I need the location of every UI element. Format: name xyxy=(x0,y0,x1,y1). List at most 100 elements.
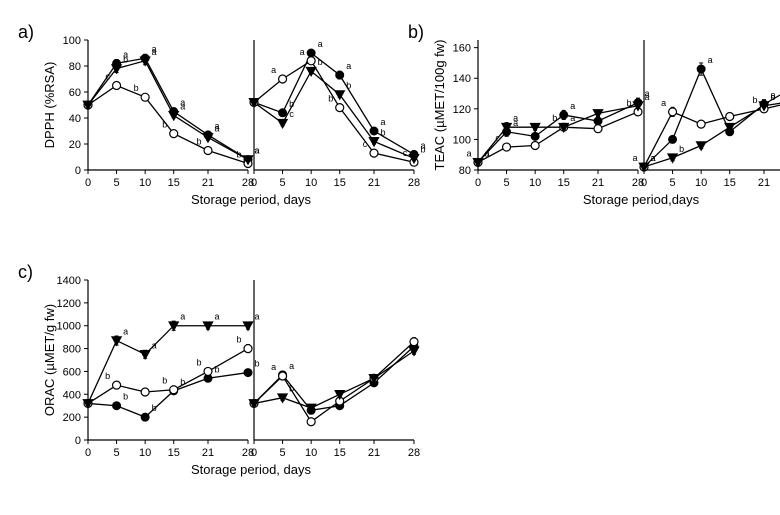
y-axis-label: DPPH (%RSA) xyxy=(42,62,57,149)
marker-triangle xyxy=(593,110,603,119)
significance-letter: a xyxy=(644,92,649,102)
significance-letter: a xyxy=(214,312,219,322)
significance-letter: a xyxy=(271,362,276,372)
y-axis-label: ORAC (µMET/g fw) xyxy=(42,304,57,416)
panel-a-label: a) xyxy=(18,22,34,43)
x-axis-label: Storage period, days xyxy=(191,462,311,477)
axis-frame xyxy=(254,280,414,440)
significance-letter: a xyxy=(650,153,655,163)
significance-letter: b xyxy=(770,92,775,102)
x-tick-label: 10 xyxy=(305,177,317,189)
marker-open-circle xyxy=(279,75,287,83)
series-group: a a b xyxy=(249,338,419,426)
series-line-filled-circle xyxy=(254,346,414,410)
marker-filled-circle xyxy=(370,127,378,135)
marker-open-circle xyxy=(279,372,287,380)
significance-letter: b xyxy=(552,113,557,123)
marker-open-circle xyxy=(307,57,315,65)
marker-filled-circle xyxy=(141,413,149,421)
y-tick-label: 80 xyxy=(69,61,81,73)
significance-letter: b xyxy=(289,99,294,109)
significance-letter: b xyxy=(105,371,110,381)
series-group: aaaaacbbbbbaaaa xyxy=(83,44,259,167)
y-tick-label: 200 xyxy=(63,412,81,424)
y-tick-label: 140 xyxy=(453,73,471,85)
marker-triangle xyxy=(696,142,706,151)
marker-open-circle xyxy=(204,367,212,375)
marker-filled-circle xyxy=(244,369,252,377)
y-tick-label: 20 xyxy=(69,139,81,151)
x-tick-label: 0 xyxy=(641,177,647,189)
x-tick-label: 21 xyxy=(592,177,604,189)
significance-letter: a xyxy=(214,124,219,134)
x-tick-label: 5 xyxy=(280,177,286,189)
x-tick-label: 10 xyxy=(695,177,707,189)
significance-letter: a xyxy=(254,312,259,322)
significance-letter: a xyxy=(466,148,471,158)
x-tick-label: 10 xyxy=(305,447,317,459)
series-group: bbbbbbbbbaaaaa xyxy=(83,312,259,421)
significance-letter: b xyxy=(346,81,351,91)
marker-filled-circle xyxy=(697,65,705,73)
marker-open-circle xyxy=(726,112,734,120)
significance-letter: a xyxy=(632,153,637,163)
significance-letter: a xyxy=(708,55,713,65)
marker-triangle xyxy=(203,134,213,143)
y-tick-label: 80 xyxy=(459,165,471,177)
marker-open-circle xyxy=(410,338,418,346)
series-line-filled-circle xyxy=(88,373,248,418)
significance-letter: b xyxy=(196,357,201,367)
x-tick-label: 21 xyxy=(368,447,380,459)
marker-triangle xyxy=(409,347,419,356)
significance-letter: a xyxy=(152,340,157,350)
marker-open-circle xyxy=(370,149,378,157)
significance-letter: b xyxy=(289,384,294,394)
marker-open-circle xyxy=(113,82,121,90)
marker-filled-circle xyxy=(279,109,287,117)
significance-letter: a xyxy=(123,327,128,337)
panel-b-chart: TEAC (µMET/100g fw)801001201401600510152… xyxy=(430,30,780,212)
axis-frame xyxy=(478,40,638,170)
significance-letter: b xyxy=(752,95,757,105)
significance-letter: a xyxy=(484,148,489,158)
marker-filled-circle xyxy=(336,71,344,79)
y-tick-label: 40 xyxy=(69,113,81,125)
y-axis-label: TEAC (µMET/100g fw) xyxy=(432,39,447,170)
significance-letter: b xyxy=(214,364,219,374)
significance-letter: a xyxy=(300,47,305,57)
y-tick-label: 100 xyxy=(453,134,471,146)
x-tick-label: 15 xyxy=(334,177,346,189)
x-tick-label: 10 xyxy=(139,177,151,189)
significance-letter: a xyxy=(513,113,518,123)
y-tick-label: 1200 xyxy=(57,298,81,310)
x-tick-label: 21 xyxy=(202,177,214,189)
y-tick-label: 400 xyxy=(63,389,81,401)
significance-letter: a xyxy=(254,146,259,156)
x-tick-label: 0 xyxy=(85,177,91,189)
y-tick-label: 100 xyxy=(63,35,81,47)
significance-letter: b xyxy=(236,335,241,345)
significance-letter: b xyxy=(420,144,425,154)
x-tick-label: 5 xyxy=(280,447,286,459)
x-tick-label: 21 xyxy=(368,177,380,189)
significance-letter: a xyxy=(271,65,276,75)
panel-a-chart: DPPH (%RSA)0204060801000510152128aaaaacb… xyxy=(40,30,420,212)
significance-letter: a xyxy=(289,361,294,371)
x-axis-label: Storage period,days xyxy=(583,192,700,207)
x-tick-label: 21 xyxy=(758,177,770,189)
significance-letter: b xyxy=(254,359,259,369)
x-tick-label: 15 xyxy=(168,447,180,459)
marker-triangle xyxy=(369,138,379,147)
series-group: aaaaacbbaaaa xyxy=(466,89,649,167)
marker-filled-circle xyxy=(307,49,315,57)
significance-letter: b xyxy=(196,137,201,147)
x-tick-label: 10 xyxy=(139,447,151,459)
marker-filled-circle xyxy=(531,132,539,140)
marker-triangle xyxy=(140,350,150,359)
x-tick-label: 10 xyxy=(529,177,541,189)
significance-letter: a xyxy=(318,39,323,49)
series-group: baaaaaabcccbbbb xyxy=(249,39,425,166)
marker-open-circle xyxy=(336,104,344,112)
marker-open-circle xyxy=(141,388,149,396)
significance-letter: a xyxy=(152,47,157,57)
